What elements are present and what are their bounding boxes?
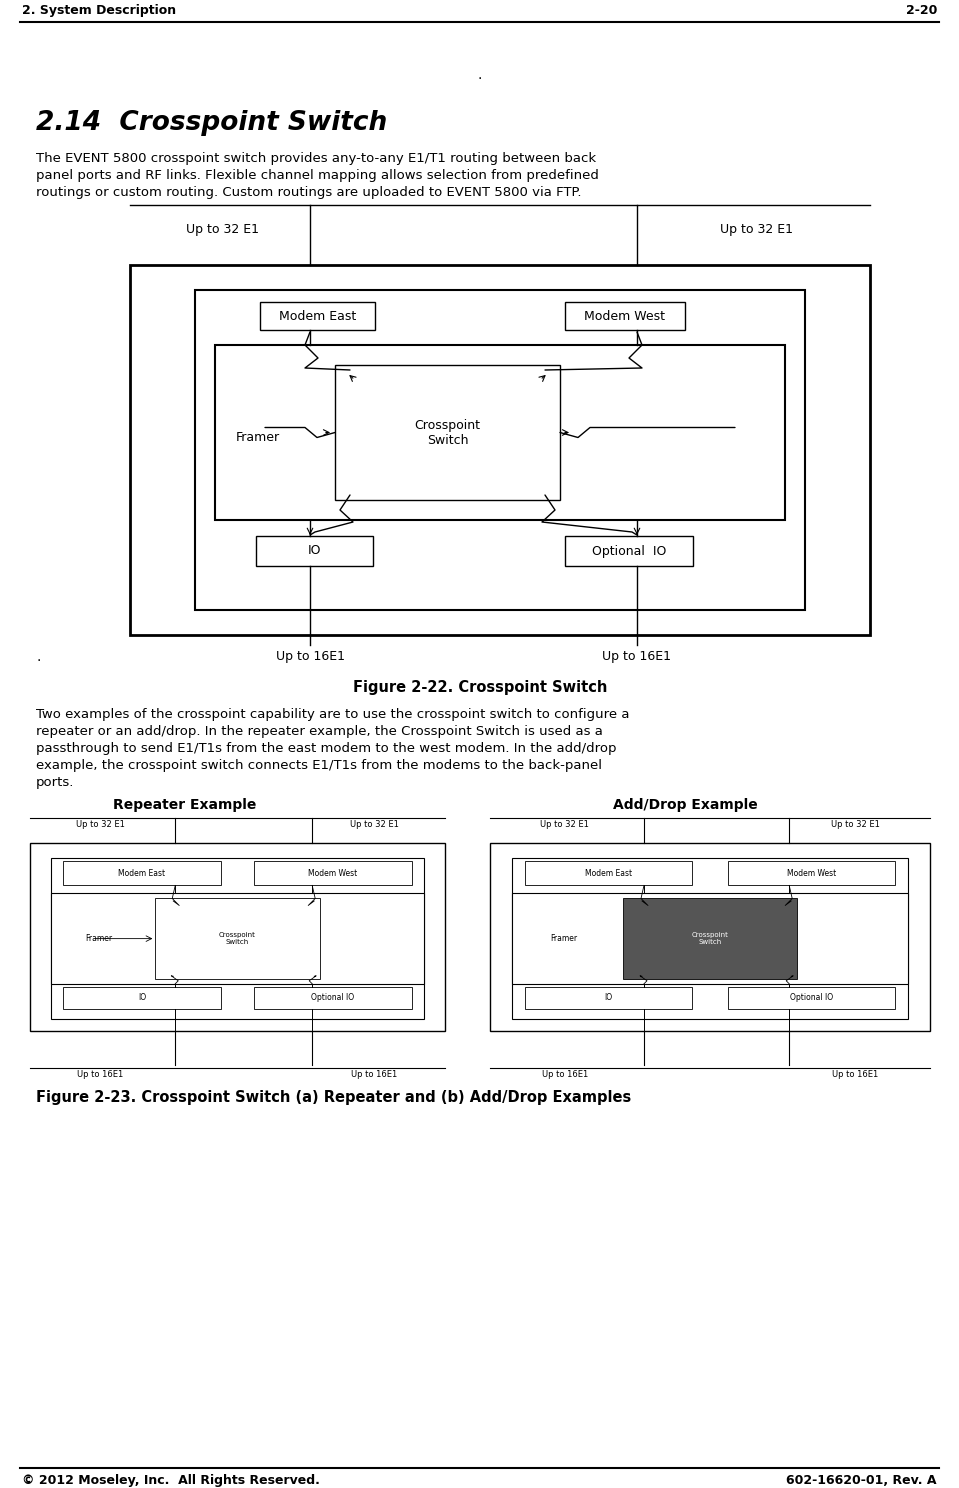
Text: .: . (478, 68, 482, 82)
Text: Up to 16E1: Up to 16E1 (275, 650, 344, 664)
Text: Up to 16E1: Up to 16E1 (542, 1070, 588, 1079)
Text: 2. System Description: 2. System Description (22, 4, 176, 16)
Text: Repeater Example: Repeater Example (113, 798, 257, 812)
Text: IO: IO (308, 545, 321, 558)
Bar (335, 365, 560, 500)
Text: Crosspoint
Switch: Crosspoint Switch (219, 931, 256, 945)
Text: Crosspoint
Switch: Crosspoint Switch (691, 931, 729, 945)
Text: routings or custom routing. Custom routings are uploaded to EVENT 5800 via FTP.: routings or custom routing. Custom routi… (36, 186, 581, 199)
Text: passthrough to send E1/T1s from the east modem to the west modem. In the add/dro: passthrough to send E1/T1s from the east… (36, 743, 617, 754)
Bar (254, 988, 411, 1009)
Text: Crosspoint
Switch: Crosspoint Switch (414, 418, 480, 446)
Text: Two examples of the crosspoint capability are to use the crosspoint switch to co: Two examples of the crosspoint capabilit… (36, 708, 629, 722)
Bar (254, 862, 411, 885)
Text: Up to 32 E1: Up to 32 E1 (185, 223, 259, 237)
Bar (256, 536, 373, 565)
Text: Modem East: Modem East (585, 869, 632, 878)
Text: 2-20: 2-20 (905, 4, 937, 16)
Text: Up to 32 E1: Up to 32 E1 (540, 820, 589, 829)
Text: Framer: Framer (550, 934, 577, 943)
Text: example, the crosspoint switch connects E1/T1s from the modems to the back-panel: example, the crosspoint switch connects … (36, 759, 602, 772)
Text: Up to 32 E1: Up to 32 E1 (350, 820, 399, 829)
Text: Add/Drop Example: Add/Drop Example (613, 798, 758, 812)
Text: Figure 2-22. Crosspoint Switch: Figure 2-22. Crosspoint Switch (353, 680, 607, 695)
Text: panel ports and RF links. Flexible channel mapping allows selection from predefi: panel ports and RF links. Flexible chann… (36, 170, 598, 182)
Text: Modem West: Modem West (786, 869, 836, 878)
Text: .: . (36, 650, 40, 664)
Text: ports.: ports. (36, 777, 75, 789)
Bar (526, 862, 692, 885)
Bar (512, 893, 908, 984)
Bar (728, 862, 895, 885)
Text: © 2012 Moseley, Inc.  All Rights Reserved.: © 2012 Moseley, Inc. All Rights Reserved… (22, 1475, 320, 1487)
Text: Up to 32 E1: Up to 32 E1 (830, 820, 879, 829)
Text: Optional IO: Optional IO (312, 994, 355, 1003)
Bar (526, 988, 692, 1009)
Bar (623, 897, 797, 979)
Bar (512, 859, 908, 1019)
Bar (490, 844, 930, 1031)
Text: IO: IO (605, 994, 613, 1003)
Text: 602-16620-01, Rev. A: 602-16620-01, Rev. A (786, 1475, 937, 1487)
Bar (195, 290, 805, 610)
Text: 2.14  Crosspoint Switch: 2.14 Crosspoint Switch (36, 110, 387, 135)
Text: The EVENT 5800 crosspoint switch provides any-to-any E1/T1 routing between back: The EVENT 5800 crosspoint switch provide… (36, 152, 596, 165)
Text: Up to 16E1: Up to 16E1 (351, 1070, 398, 1079)
Text: Optional IO: Optional IO (789, 994, 832, 1003)
Text: Optional  IO: Optional IO (592, 545, 667, 558)
Bar (155, 897, 319, 979)
Bar (51, 893, 424, 984)
Text: Up to 32 E1: Up to 32 E1 (719, 223, 792, 237)
Text: Figure 2-23. Crosspoint Switch (a) Repeater and (b) Add/Drop Examples: Figure 2-23. Crosspoint Switch (a) Repea… (36, 1091, 631, 1106)
Text: Modem West: Modem West (309, 869, 358, 878)
Bar (728, 988, 895, 1009)
Text: Modem East: Modem East (119, 869, 166, 878)
Text: Up to 16E1: Up to 16E1 (832, 1070, 878, 1079)
Text: Modem East: Modem East (279, 310, 356, 323)
Text: Framer: Framer (85, 934, 113, 943)
Bar (215, 345, 785, 519)
Bar (260, 302, 375, 330)
Bar (565, 536, 693, 565)
Text: Up to 16E1: Up to 16E1 (602, 650, 671, 664)
Text: IO: IO (138, 994, 146, 1003)
Text: repeater or an add/drop. In the repeater example, the Crosspoint Switch is used : repeater or an add/drop. In the repeater… (36, 725, 603, 738)
Bar (565, 302, 685, 330)
Bar (30, 844, 445, 1031)
Bar (51, 859, 424, 1019)
Bar (130, 265, 870, 635)
Bar (63, 988, 221, 1009)
Bar (63, 862, 221, 885)
Text: Up to 32 E1: Up to 32 E1 (76, 820, 125, 829)
Text: Up to 16E1: Up to 16E1 (78, 1070, 124, 1079)
Text: Framer: Framer (236, 432, 280, 443)
Text: Modem West: Modem West (584, 310, 666, 323)
